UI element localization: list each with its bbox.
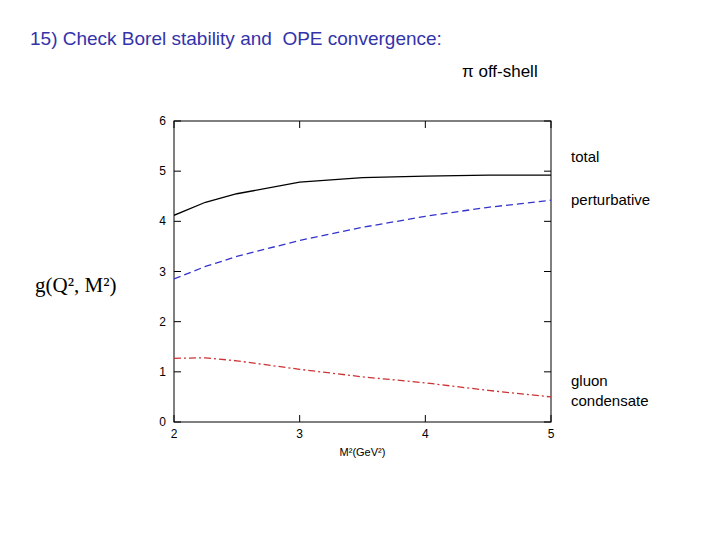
x-tick — [299, 415, 300, 422]
y-tick — [174, 321, 181, 322]
x-axis-label: M²(GeV²) — [340, 446, 386, 458]
y-tick-label: 3 — [159, 265, 166, 279]
y-tick-right — [544, 271, 551, 272]
y-tick-label: 2 — [159, 315, 166, 329]
x-tick — [174, 415, 175, 422]
x-tick-top — [174, 121, 175, 128]
y-tick-right — [544, 422, 551, 423]
y-tick-label: 1 — [159, 365, 166, 379]
series-line — [174, 200, 551, 279]
y-tick — [174, 422, 181, 423]
y-tick-right — [544, 371, 551, 372]
slide: 15) Check Borel stability and OPE conver… — [0, 0, 720, 540]
x-tick-label: 4 — [422, 427, 429, 441]
series-label: perturbative — [571, 191, 650, 208]
y-tick-label: 4 — [159, 214, 166, 228]
x-tick-top — [551, 121, 552, 128]
x-tick — [551, 415, 552, 422]
x-tick-top — [299, 121, 300, 128]
slide-svg: 15) Check Borel stability and OPE conver… — [0, 0, 720, 540]
y-tick-right — [544, 171, 551, 172]
series-label: total — [571, 148, 599, 165]
x-tick-label: 3 — [296, 427, 303, 441]
series-label-line: gluon — [571, 372, 608, 389]
x-tick — [425, 415, 426, 422]
series-label: gluon condensate — [571, 372, 649, 409]
x-tick-label: 5 — [548, 427, 555, 441]
plot-frame — [174, 121, 551, 422]
series-line — [174, 358, 551, 397]
y-tick-right — [544, 121, 551, 122]
y-tick — [174, 171, 181, 172]
y-tick — [174, 271, 181, 272]
y-tick — [174, 221, 181, 222]
y-tick — [174, 121, 181, 122]
y-tick-label: 5 — [159, 164, 166, 178]
y-tick-right — [544, 221, 551, 222]
title: 15) Check Borel stability and OPE conver… — [30, 28, 442, 49]
y-tick-label: 6 — [159, 114, 166, 128]
series-label-line: condensate — [571, 392, 649, 409]
x-tick-top — [425, 121, 426, 128]
x-tick-label: 2 — [171, 427, 178, 441]
y-axis-label: g(Q², M²) — [35, 273, 116, 297]
y-tick-right — [544, 321, 551, 322]
annotation: π off-shell — [462, 62, 538, 81]
y-tick-label: 0 — [159, 415, 166, 429]
y-tick — [174, 371, 181, 372]
plot-lines — [174, 175, 551, 397]
series-line — [174, 175, 551, 215]
